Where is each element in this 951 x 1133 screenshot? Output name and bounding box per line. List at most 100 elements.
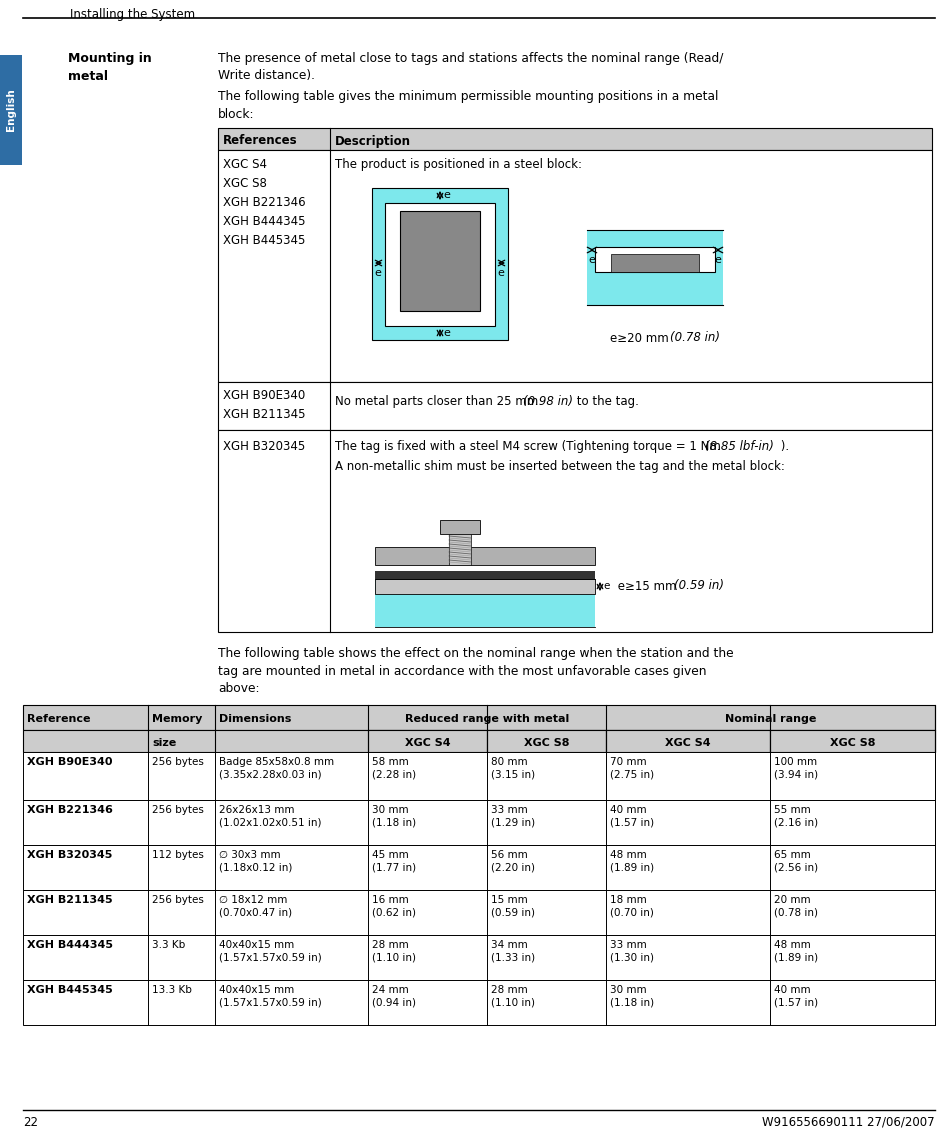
Bar — [611, 254, 699, 272]
Text: A non-metallic shim must be inserted between the tag and the metal block:: A non-metallic shim must be inserted bet… — [335, 460, 785, 472]
Text: to the tag.: to the tag. — [573, 395, 639, 409]
Text: 24 mm
(0.94 in): 24 mm (0.94 in) — [372, 985, 416, 1007]
Bar — [375, 571, 595, 579]
Text: No metal parts closer than 25 mm: No metal parts closer than 25 mm — [335, 395, 542, 409]
Bar — [375, 547, 595, 565]
Text: 58 mm
(2.28 in): 58 mm (2.28 in) — [372, 757, 417, 780]
Text: English: English — [6, 88, 16, 131]
Text: 30 mm
(1.18 in): 30 mm (1.18 in) — [610, 985, 654, 1007]
Text: 55 mm
(2.16 in): 55 mm (2.16 in) — [774, 806, 818, 827]
Text: 20 mm
(0.78 in): 20 mm (0.78 in) — [774, 895, 818, 918]
Text: (8.85 lbf-in): (8.85 lbf-in) — [705, 440, 774, 453]
Text: Badge 85x58x0.8 mm
(3.35x2.28x0.03 in): Badge 85x58x0.8 mm (3.35x2.28x0.03 in) — [219, 757, 334, 780]
Text: Reference: Reference — [27, 715, 90, 724]
Text: 28 mm
(1.10 in): 28 mm (1.10 in) — [491, 985, 535, 1007]
Text: 33 mm
(1.29 in): 33 mm (1.29 in) — [491, 806, 535, 827]
Text: 65 mm
(2.56 in): 65 mm (2.56 in) — [774, 850, 818, 872]
Text: 40x40x15 mm
(1.57x1.57x0.59 in): 40x40x15 mm (1.57x1.57x0.59 in) — [219, 985, 321, 1007]
Text: XGH B320345: XGH B320345 — [27, 850, 112, 860]
Text: The following table shows the effect on the nominal range when the station and t: The following table shows the effect on … — [218, 647, 733, 695]
Bar — [23, 891, 935, 935]
Text: The product is positioned in a steel block:: The product is positioned in a steel blo… — [335, 157, 582, 171]
Text: 80 mm
(3.15 in): 80 mm (3.15 in) — [491, 757, 535, 780]
Text: 22: 22 — [23, 1116, 38, 1128]
Text: XGC S8: XGC S8 — [524, 738, 570, 748]
Text: 100 mm
(3.94 in): 100 mm (3.94 in) — [774, 757, 818, 780]
Text: XGH B445345: XGH B445345 — [27, 985, 113, 995]
Bar — [23, 845, 935, 891]
Bar — [218, 382, 932, 431]
Text: XGH B90E340
XGH B211345: XGH B90E340 XGH B211345 — [223, 389, 305, 421]
Bar — [587, 230, 723, 305]
Bar — [23, 752, 935, 800]
Bar — [23, 730, 935, 752]
Text: The tag is fixed with a steel M4 screw (Tightening torque = 1 Nm: The tag is fixed with a steel M4 screw (… — [335, 440, 725, 453]
Text: 40 mm
(1.57 in): 40 mm (1.57 in) — [610, 806, 654, 827]
Text: XGC S4
XGC S8
XGH B221346
XGH B444345
XGH B445345: XGC S4 XGC S8 XGH B221346 XGH B444345 XG… — [223, 157, 305, 247]
Bar — [449, 534, 471, 565]
Text: Mounting in
metal: Mounting in metal — [68, 52, 152, 83]
Text: XGC S4: XGC S4 — [665, 738, 710, 748]
Text: 256 bytes: 256 bytes — [152, 895, 204, 905]
Bar — [770, 730, 935, 752]
Bar — [400, 211, 480, 310]
Text: e: e — [443, 190, 450, 201]
Text: 256 bytes: 256 bytes — [152, 757, 204, 767]
Text: Dimensions: Dimensions — [219, 715, 291, 724]
Text: XGH B211345: XGH B211345 — [27, 895, 112, 905]
Text: ).: ). — [777, 440, 789, 453]
Text: e: e — [714, 255, 722, 265]
Text: XGH B320345: XGH B320345 — [223, 440, 305, 453]
Text: Memory: Memory — [152, 715, 203, 724]
Text: Description: Description — [335, 135, 411, 147]
Text: size: size — [152, 738, 176, 748]
Text: 45 mm
(1.77 in): 45 mm (1.77 in) — [372, 850, 417, 872]
Text: 256 bytes: 256 bytes — [152, 806, 204, 815]
Text: The presence of metal close to tags and stations affects the nominal range (Read: The presence of metal close to tags and … — [218, 52, 724, 83]
Bar — [23, 800, 935, 845]
Bar — [368, 730, 487, 752]
Text: e≥20 mm: e≥20 mm — [610, 332, 672, 344]
Bar — [440, 520, 480, 534]
Text: 34 mm
(1.33 in): 34 mm (1.33 in) — [491, 940, 535, 962]
Text: 112 bytes: 112 bytes — [152, 850, 204, 860]
Bar — [218, 431, 932, 632]
Text: (0.59 in): (0.59 in) — [674, 579, 724, 593]
Text: XGC S8: XGC S8 — [830, 738, 875, 748]
Text: XGC S4: XGC S4 — [405, 738, 451, 748]
Text: ∅ 30x3 mm
(1.18x0.12 in): ∅ 30x3 mm (1.18x0.12 in) — [219, 850, 292, 872]
Text: 13.3 Kb: 13.3 Kb — [152, 985, 192, 995]
Text: XGH B221346: XGH B221346 — [27, 806, 113, 815]
Bar — [375, 579, 595, 627]
Text: 15 mm
(0.59 in): 15 mm (0.59 in) — [491, 895, 535, 918]
Bar — [218, 128, 932, 150]
Bar — [606, 730, 770, 752]
Bar — [372, 188, 508, 340]
Text: Installing the System: Installing the System — [70, 8, 195, 22]
Text: e: e — [589, 255, 595, 265]
Text: 40 mm
(1.57 in): 40 mm (1.57 in) — [774, 985, 818, 1007]
Text: Nominal range: Nominal range — [725, 715, 816, 724]
Text: 30 mm
(1.18 in): 30 mm (1.18 in) — [372, 806, 417, 827]
Bar — [0, 56, 22, 165]
Text: 28 mm
(1.10 in): 28 mm (1.10 in) — [372, 940, 416, 962]
Bar — [23, 980, 935, 1025]
Bar — [595, 247, 715, 272]
Text: e: e — [443, 327, 450, 338]
Text: e: e — [603, 581, 610, 591]
Text: 18 mm
(0.70 in): 18 mm (0.70 in) — [610, 895, 654, 918]
Bar — [375, 579, 595, 594]
Text: e: e — [497, 269, 504, 278]
Text: (0.78 in): (0.78 in) — [670, 332, 720, 344]
Text: Reduced range with metal: Reduced range with metal — [405, 715, 569, 724]
Text: (0.98 in): (0.98 in) — [523, 395, 573, 409]
Text: 26x26x13 mm
(1.02x1.02x0.51 in): 26x26x13 mm (1.02x1.02x0.51 in) — [219, 806, 321, 827]
Text: References: References — [223, 135, 298, 147]
Bar — [487, 730, 606, 752]
Text: 48 mm
(1.89 in): 48 mm (1.89 in) — [774, 940, 818, 962]
Text: 70 mm
(2.75 in): 70 mm (2.75 in) — [610, 757, 654, 780]
Text: 33 mm
(1.30 in): 33 mm (1.30 in) — [610, 940, 654, 962]
Text: 56 mm
(2.20 in): 56 mm (2.20 in) — [491, 850, 535, 872]
Bar — [23, 705, 935, 730]
Text: W916556690111 27/06/2007: W916556690111 27/06/2007 — [763, 1116, 935, 1128]
